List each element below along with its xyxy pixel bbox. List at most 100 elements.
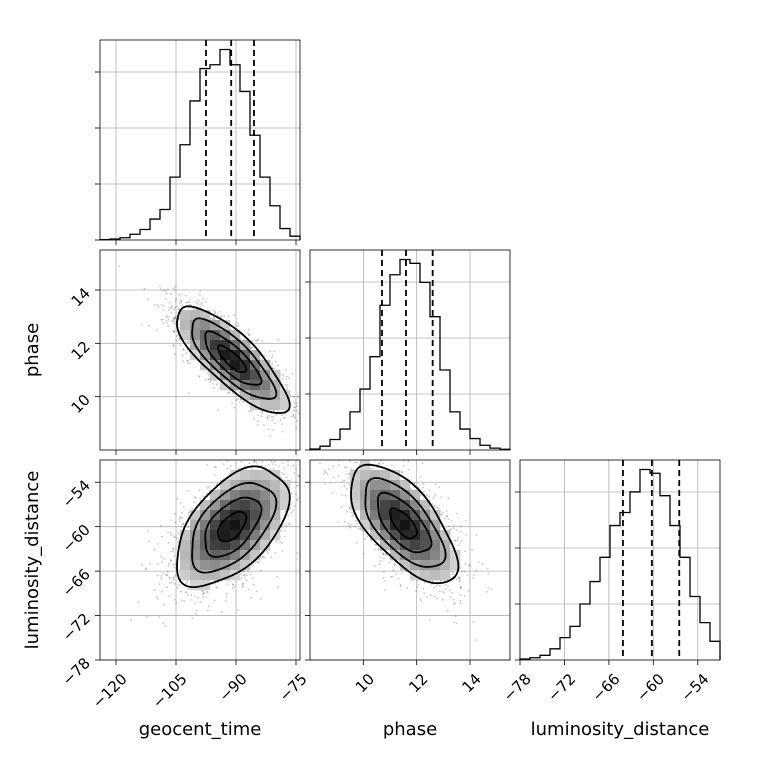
sample-point: [165, 292, 168, 295]
sample-point: [474, 639, 477, 642]
density-cell: [260, 540, 271, 551]
density-cell: [260, 490, 271, 501]
sample-point: [156, 329, 158, 331]
sample-point: [118, 264, 120, 267]
sample-point: [355, 457, 357, 459]
sample-point: [324, 470, 327, 473]
sample-point: [346, 510, 348, 513]
sample-point: [485, 590, 488, 593]
sample-point: [380, 460, 383, 462]
sample-point: [319, 462, 321, 465]
sample-point: [316, 469, 318, 471]
sample-point: [159, 285, 161, 288]
sample-point: [357, 452, 359, 454]
sample-point: [267, 428, 270, 431]
density-cell: [410, 510, 421, 521]
sample-point: [182, 349, 185, 351]
sample-point: [282, 374, 285, 377]
sample-point: [454, 539, 456, 542]
sample-point: [233, 585, 236, 588]
sample-point: [452, 524, 455, 527]
sample-point: [179, 344, 182, 346]
xtick-label-geocent_time-2: −90: [216, 670, 251, 705]
sample-point: [295, 427, 297, 430]
sample-point: [235, 399, 238, 401]
sample-point: [274, 463, 277, 466]
sample-point: [153, 304, 156, 306]
sample-point: [261, 460, 263, 463]
sample-point: [173, 322, 176, 325]
sample-point: [197, 300, 200, 302]
sample-point: [430, 508, 432, 510]
sample-point: [346, 488, 348, 490]
sample-point: [173, 316, 176, 319]
sample-point: [147, 530, 149, 533]
density-cell: [370, 500, 381, 511]
sample-point: [226, 583, 229, 586]
sample-point: [213, 474, 216, 476]
sample-point: [382, 576, 385, 579]
density-cell: [250, 500, 261, 511]
density-cell: [220, 520, 231, 531]
density-cell: [420, 500, 431, 511]
frame-2-0: [99, 459, 301, 661]
sample-point: [253, 417, 256, 420]
sample-point: [173, 317, 175, 320]
sample-point: [167, 531, 169, 534]
sample-point: [250, 411, 253, 413]
density-cell: [370, 470, 381, 481]
sample-point: [160, 555, 163, 558]
density-cell: [220, 370, 231, 381]
sample-point: [382, 552, 384, 555]
sample-point: [187, 392, 190, 395]
sample-point: [304, 499, 306, 501]
contour-phase-luminosity_distance-2: [364, 477, 447, 568]
panel-1-1: [305, 249, 511, 455]
sample-point: [274, 422, 276, 425]
sample-point: [207, 486, 209, 489]
sample-point: [194, 602, 196, 605]
density-cell: [190, 320, 201, 331]
sample-point: [304, 409, 306, 411]
sample-point: [173, 582, 176, 585]
density-cell: [380, 510, 391, 521]
density-cell: [220, 490, 231, 501]
density-geocent_time-luminosity_distance: [130, 445, 318, 627]
sample-point: [179, 517, 182, 520]
sample-point: [281, 462, 284, 465]
sample-point: [161, 318, 164, 321]
sample-point: [172, 550, 175, 553]
sample-point: [280, 477, 283, 480]
density-cell: [380, 530, 391, 541]
sample-point: [275, 540, 278, 543]
density-cell: [200, 560, 211, 571]
sample-point: [337, 521, 340, 523]
density-cell: [250, 400, 261, 411]
density-cell: [260, 360, 271, 371]
sample-point: [241, 582, 244, 585]
sample-point: [361, 530, 364, 532]
sample-point: [174, 574, 177, 577]
sample-point: [250, 445, 252, 447]
sample-point: [262, 556, 264, 558]
density-cell: [280, 400, 291, 411]
sample-point: [260, 569, 262, 572]
sample-point: [236, 609, 239, 611]
sample-point: [216, 314, 219, 316]
sample-point: [279, 541, 282, 544]
sample-point: [348, 460, 351, 462]
sample-point: [284, 529, 286, 532]
sample-point: [172, 287, 175, 289]
sample-point: [267, 464, 270, 466]
sample-point: [171, 305, 173, 308]
panel-1-0: 10 12 14: [68, 249, 306, 455]
density-cell: [210, 360, 221, 371]
density-cell: [250, 360, 261, 371]
sample-point: [167, 542, 170, 544]
density-cell: [190, 580, 201, 591]
sample-point: [450, 528, 453, 530]
sample-point: [475, 569, 478, 572]
sample-point: [212, 318, 215, 321]
sample-point: [454, 539, 457, 542]
sample-point: [354, 525, 356, 528]
